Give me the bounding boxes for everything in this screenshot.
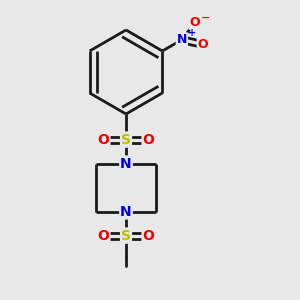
Text: O: O xyxy=(190,16,200,29)
Text: O: O xyxy=(142,133,154,146)
Text: N: N xyxy=(120,157,132,170)
Text: S: S xyxy=(121,229,131,242)
Text: −: − xyxy=(201,13,210,23)
Text: O: O xyxy=(98,133,110,146)
Text: O: O xyxy=(98,229,110,242)
Text: N: N xyxy=(177,33,187,46)
Text: +: + xyxy=(188,28,196,38)
Text: O: O xyxy=(142,229,154,242)
Text: N: N xyxy=(120,205,132,218)
Text: S: S xyxy=(121,133,131,146)
Text: O: O xyxy=(198,38,208,51)
